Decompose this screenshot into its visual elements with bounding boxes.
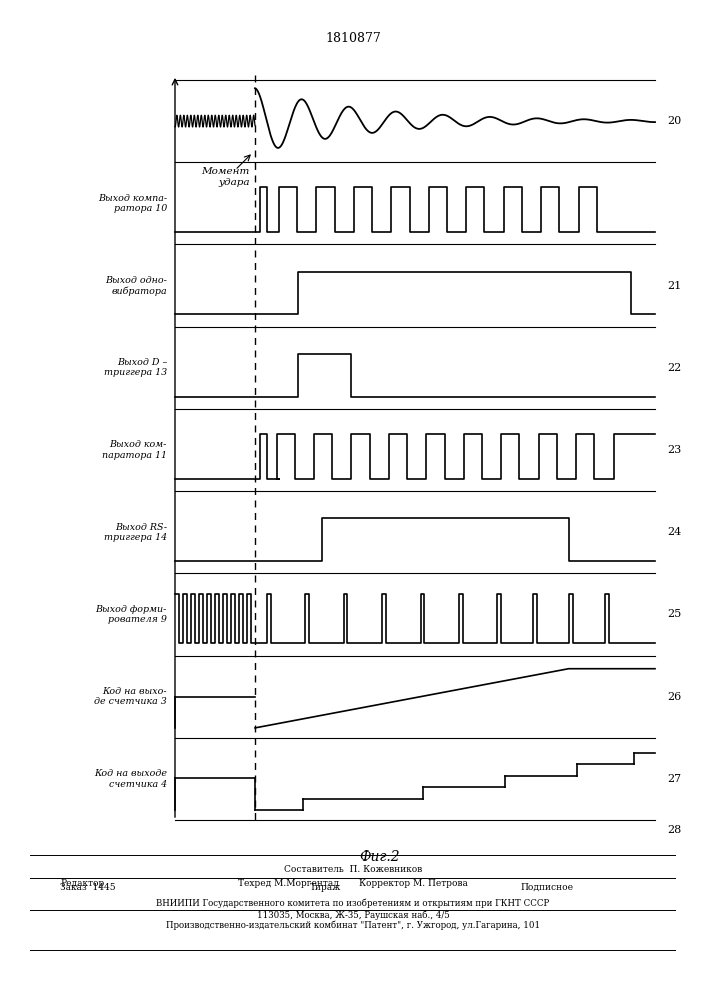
Text: Составитель  П. Кожевников: Составитель П. Кожевников <box>284 865 422 874</box>
Text: Код на выходе
счетчика 4: Код на выходе счетчика 4 <box>94 769 167 789</box>
Text: Выход компа-
ратора 10: Выход компа- ратора 10 <box>98 194 167 213</box>
Text: 1810877: 1810877 <box>325 31 381 44</box>
Text: Фиг.2: Фиг.2 <box>360 850 400 864</box>
Text: Подписное: Подписное <box>520 883 573 892</box>
Text: Код на выхо-
де счетчика 3: Код на выхо- де счетчика 3 <box>94 687 167 706</box>
Text: 23: 23 <box>667 445 682 455</box>
Text: 26: 26 <box>667 692 682 702</box>
Text: 25: 25 <box>667 609 682 619</box>
Text: Производственно-издательский комбинат "Патент", г. Ужгород, ул.Гагарина, 101: Производственно-издательский комбинат "П… <box>166 920 540 930</box>
Text: 28: 28 <box>667 825 682 835</box>
Text: 22: 22 <box>667 363 682 373</box>
Text: 113035, Москва, Ж-35, Раушская наб., 4/5: 113035, Москва, Ж-35, Раушская наб., 4/5 <box>257 911 450 920</box>
Text: 20: 20 <box>667 116 682 126</box>
Text: 21: 21 <box>667 281 682 291</box>
Text: Тираж: Тираж <box>310 883 341 892</box>
Text: Выход форми-
рователя 9: Выход форми- рователя 9 <box>95 605 167 624</box>
Text: Выход одно-
вибратора: Выход одно- вибратора <box>105 276 167 296</box>
Text: Выход D –
триггера 13: Выход D – триггера 13 <box>104 358 167 377</box>
Text: 27: 27 <box>667 774 681 784</box>
Text: Выход RS-
триггера 14: Выход RS- триггера 14 <box>104 523 167 542</box>
Text: ВНИИПИ Государственного комитета по изобретениям и открытиям при ГКНТ СССР: ВНИИПИ Государственного комитета по изоб… <box>156 898 549 908</box>
Text: Момент
удара: Момент удара <box>201 167 250 187</box>
Text: 24: 24 <box>667 527 682 537</box>
Text: Заказ  1445: Заказ 1445 <box>60 883 116 892</box>
Text: Выход ком-
паратора 11: Выход ком- паратора 11 <box>102 440 167 460</box>
Text: Редактор: Редактор <box>60 879 104 888</box>
Text: Техред М.Моргентал       Корректор М. Петрова: Техред М.Моргентал Корректор М. Петрова <box>238 879 468 888</box>
